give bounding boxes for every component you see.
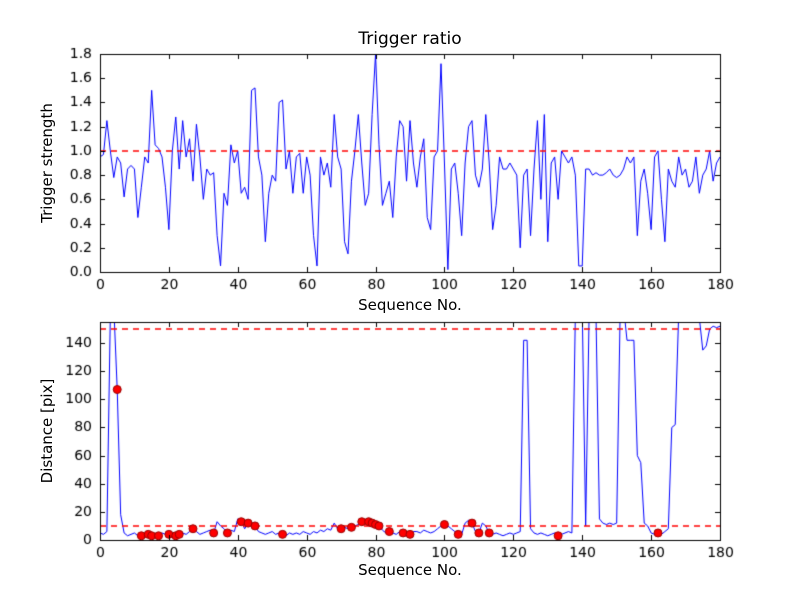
bottom-y-axis-label: Distance [pix] bbox=[38, 378, 56, 484]
top-x-axis-label: Sequence No. bbox=[358, 296, 462, 314]
top-y-axis-label: Trigger strength bbox=[38, 103, 56, 223]
chart-title: Trigger ratio bbox=[358, 29, 462, 49]
bottom-x-axis-label: Sequence No. bbox=[358, 561, 462, 579]
